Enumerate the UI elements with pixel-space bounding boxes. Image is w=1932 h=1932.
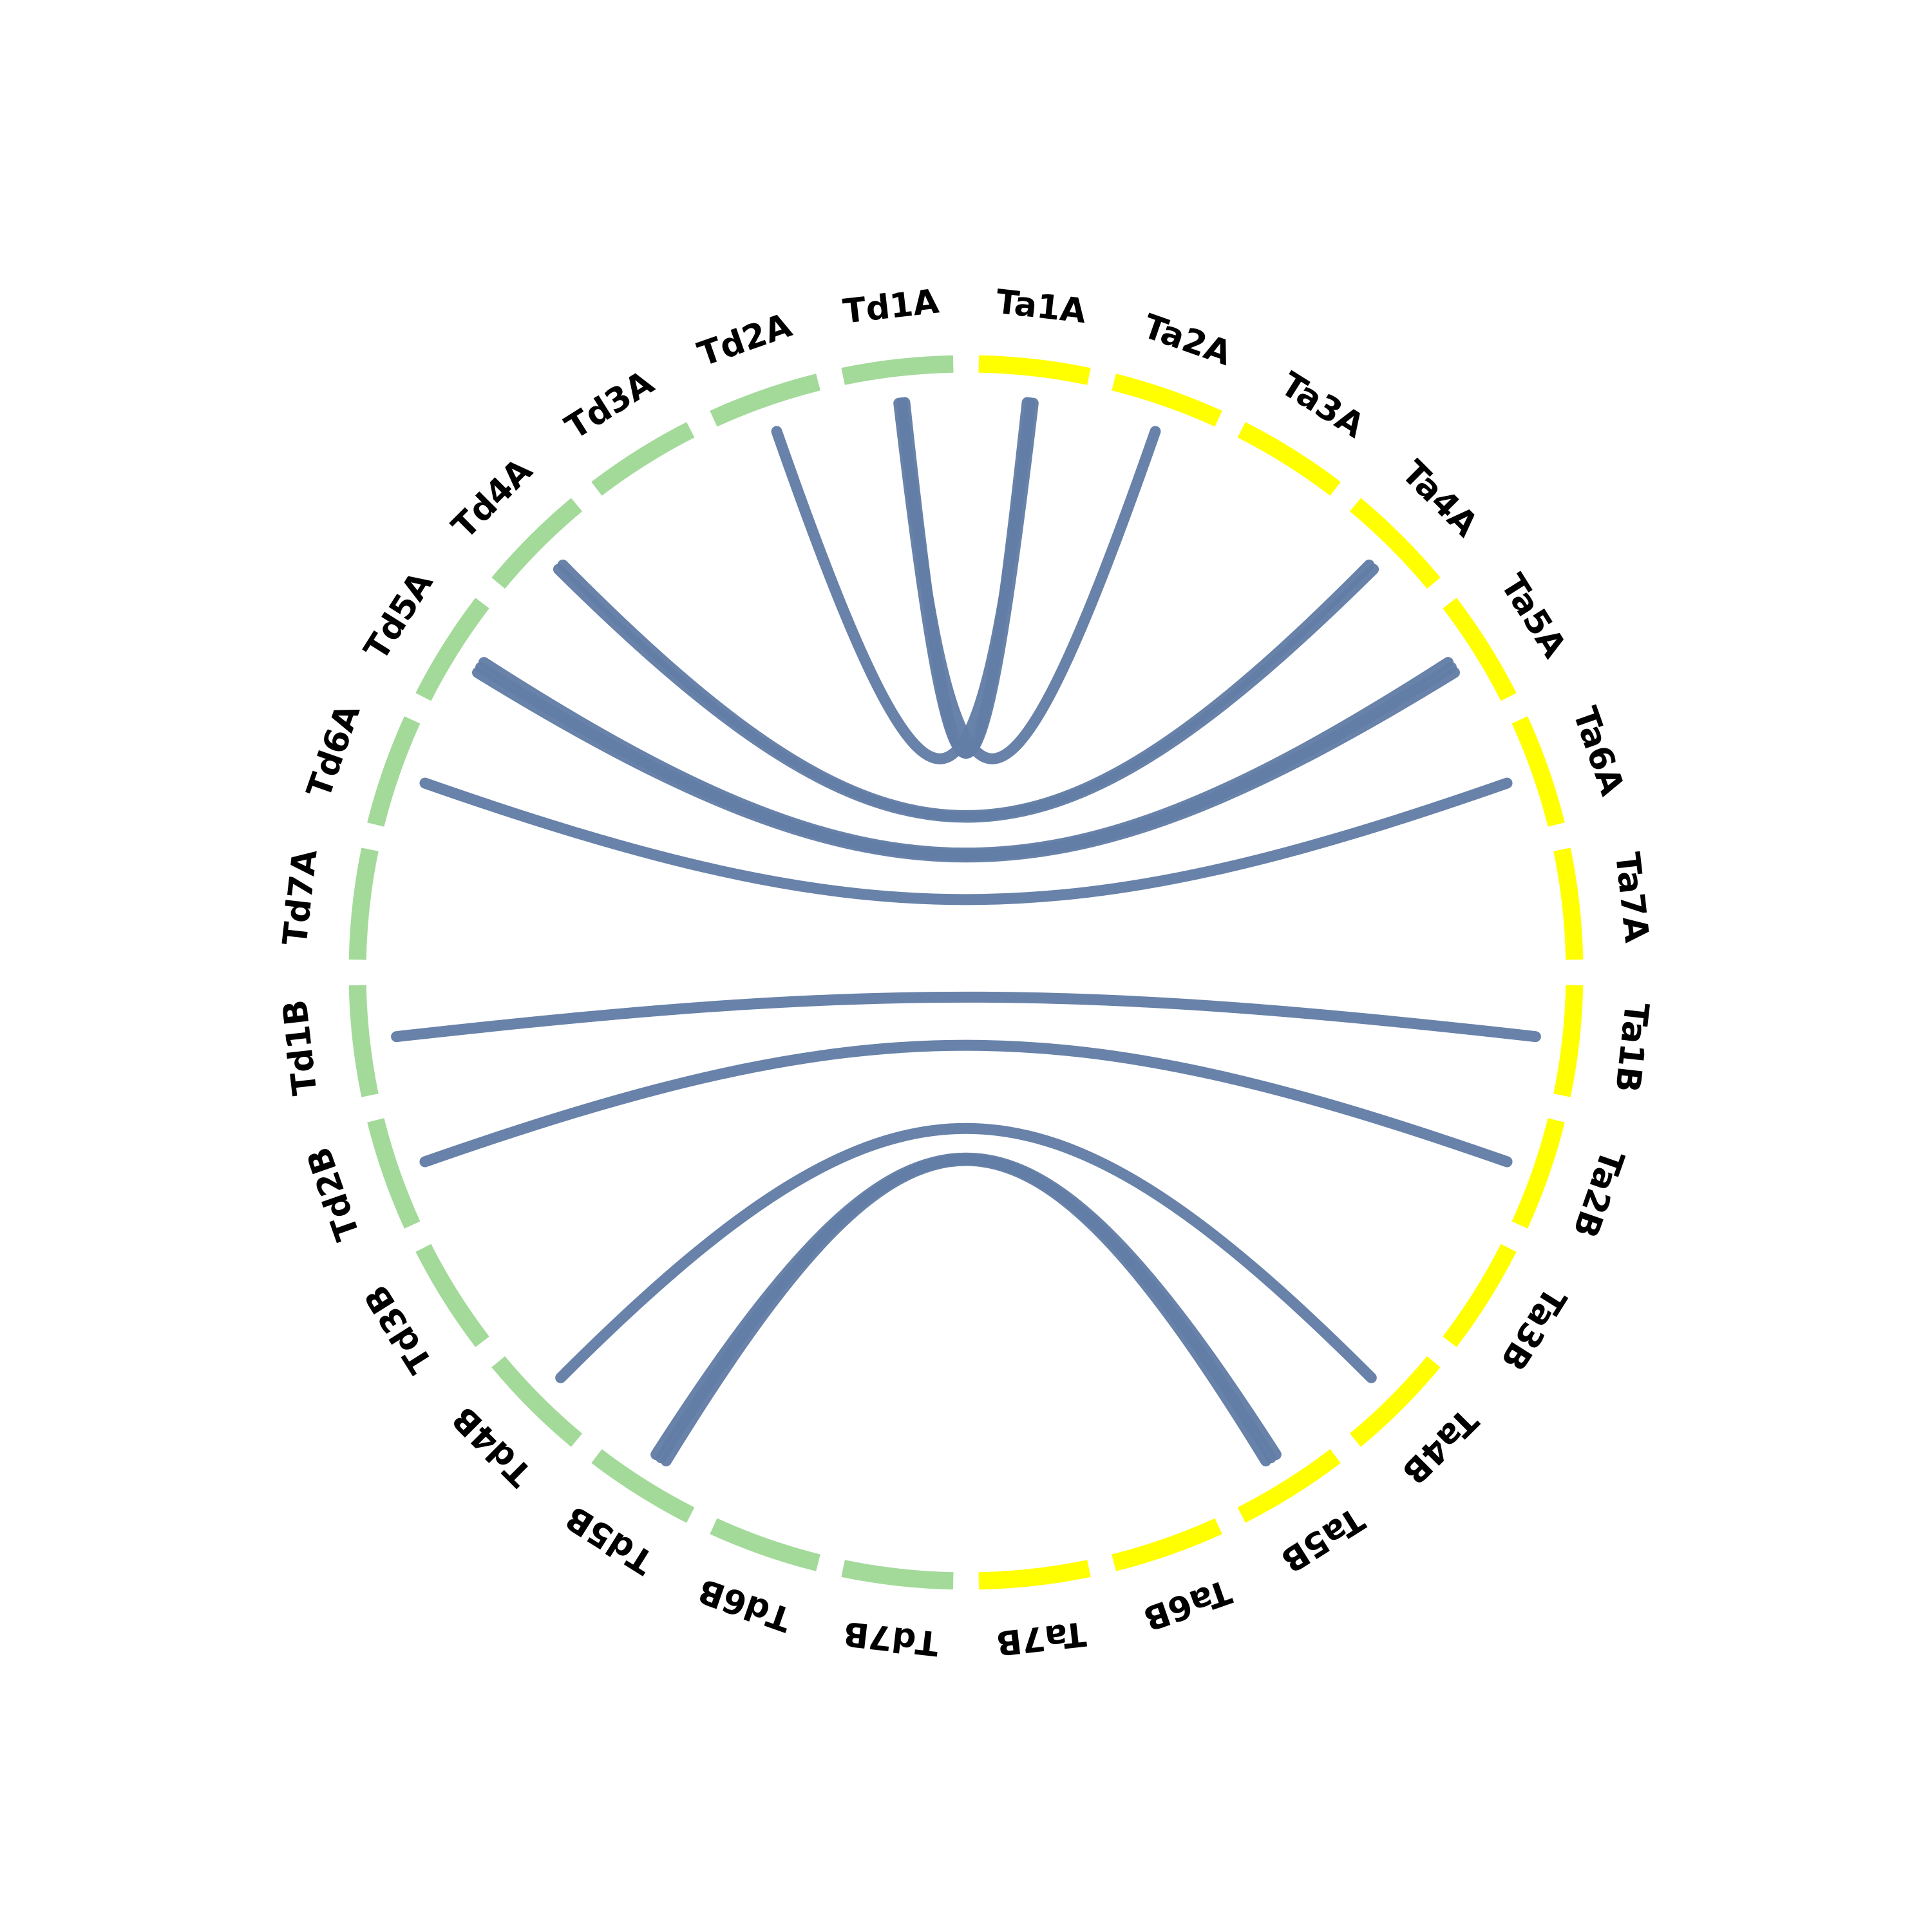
sector-td6a [367,716,421,827]
sector-label-td4b: Td4B [445,1399,540,1493]
link-td5a-ta5a-1 [472,667,1460,863]
links-layer [391,397,1541,1466]
sector-td3a [591,422,695,496]
sector-label-ta7b: Ta7B [994,1614,1088,1662]
sector-label-ta4b: Ta4B [1394,1401,1485,1492]
sector-ta2a [1112,374,1222,427]
sector-ta5a [1443,598,1517,701]
sector-label-ta5b: Ta5B [1274,1499,1370,1580]
sector-label-td5a: Td5A [357,565,440,667]
sector-label-td5b: Td5B [559,1498,661,1582]
sector-label-td3b: Td3B [357,1278,441,1379]
link-td1a-ta1a-1 [893,397,1039,759]
sector-ta6a [1511,716,1565,827]
chromosome-ring [348,355,1584,1590]
sector-label-td7b: Td7B [841,1613,940,1662]
link-td2b-ta2b [419,1039,1513,1168]
link-td4a-ta4a-2 [557,559,1375,821]
sector-label-ta7a: Ta7A [1607,850,1656,944]
sector-ta6b [1112,1518,1222,1571]
sector-ta4a [1349,498,1441,589]
sector-label-td1b: Td1B [276,998,325,1097]
sector-label-td7a: Td7A [276,848,325,947]
sector-label-ta3a: Ta3A [1274,365,1371,446]
sector-ta7b [978,1560,1091,1590]
link-td5a-ta5a-3 [478,657,1454,859]
link-td5b-ta5b-3 [650,1152,1282,1461]
sector-label-ta4a: Ta4A [1394,453,1486,545]
sector-ta5b [1237,1449,1341,1523]
sector-td6b [710,1518,820,1571]
sector-td2a [710,374,820,427]
sector-td5b [591,1449,695,1523]
sector-ta1a [978,355,1091,385]
sector-label-ta5a: Ta5A [1493,567,1573,665]
sector-label-td2a: Td2A [693,306,797,374]
sector-td7b [841,1560,954,1590]
sector-label-td6b: Td6B [694,1571,797,1639]
sector-ta7a [1553,848,1584,960]
sector-ta3a [1237,422,1341,496]
link-td1b-ta1b [391,991,1541,1043]
sector-label-td3a: Td3A [559,363,661,447]
sector-td5a [415,598,489,701]
sector-label-ta2b: Ta2B [1565,1145,1631,1243]
sector-label-ta3b: Ta3B [1493,1280,1573,1377]
link-td1a-ta2a [896,397,1161,764]
sector-ta2b [1511,1118,1565,1229]
sector-td4b [491,1356,583,1447]
sector-td1b [348,985,379,1097]
sector-td3b [415,1244,489,1347]
sector-label-td2b: Td2B [300,1142,368,1245]
sector-label-ta1b: Ta1B [1607,1001,1656,1095]
sector-ta3b [1443,1244,1517,1347]
sector-label-ta1a: Ta1A [994,283,1088,331]
sector-ta4b [1349,1356,1441,1447]
link-td2a-ta1a [771,397,1036,764]
sector-td2b [367,1118,421,1229]
link-td4b-ta4b [555,1122,1377,1383]
sector-label-ta6b: Ta6B [1139,1571,1236,1638]
sector-label-td1a: Td1A [841,282,941,331]
sector-td1a [841,355,954,385]
sector-label-td4a: Td4A [445,451,540,547]
sector-label-td6a: Td6A [299,699,368,803]
sector-ta1b [1553,985,1584,1097]
sector-label-ta2a: Ta2A [1138,307,1236,374]
link-td6a-ta6a [419,777,1513,905]
sector-td4a [491,498,583,589]
sector-label-ta6a: Ta6A [1565,702,1631,800]
sector-td7a [348,848,379,960]
